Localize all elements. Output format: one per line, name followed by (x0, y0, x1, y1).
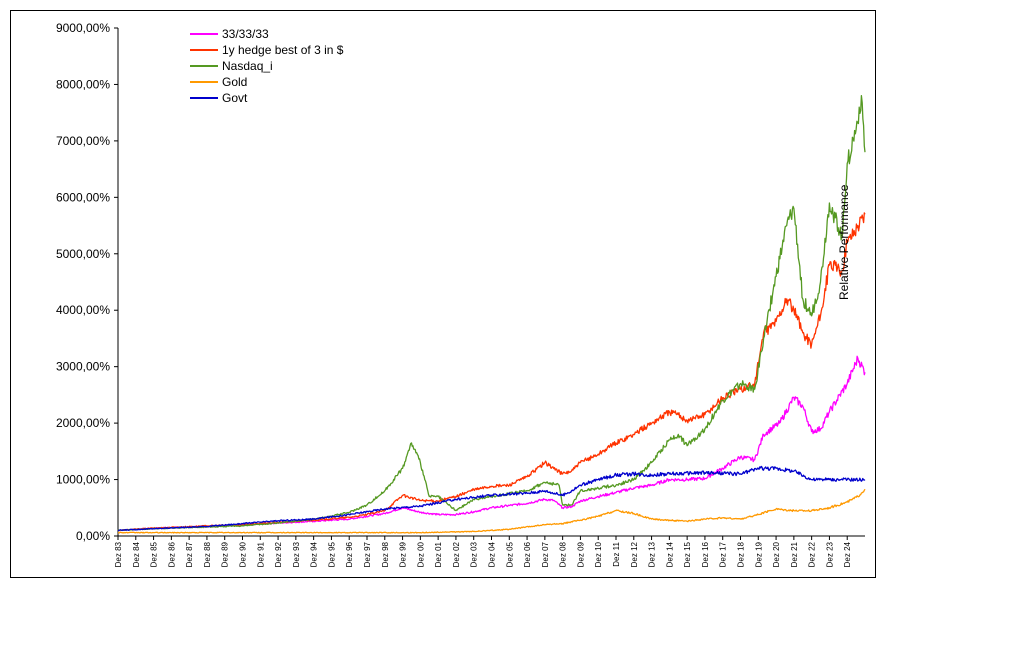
series-line-1 (117, 355, 866, 532)
x-tick-label: Dez 08 (559, 541, 568, 567)
x-tick-label: Dez 12 (630, 541, 639, 567)
x-tick-label: Dez 88 (203, 541, 212, 567)
y-tick-label: 2000,00% (56, 416, 110, 430)
series-line-4 (117, 488, 866, 534)
x-tick-label: Dez 04 (488, 541, 497, 567)
x-tick-label: Dez 11 (612, 541, 621, 566)
y-tick-label: 8000,00% (56, 77, 110, 91)
y-tick-label: 0,00% (76, 529, 110, 543)
x-tick-label: Dez 98 (381, 541, 390, 567)
x-tick-label: Dez 19 (754, 541, 763, 567)
y-tick-label: 3000,00% (56, 360, 110, 374)
x-tick-label: Dez 20 (772, 541, 781, 567)
x-tick-label: Dez 14 (665, 541, 674, 567)
series-line-5 (118, 465, 866, 532)
x-tick-label: Dez 84 (132, 541, 141, 567)
y-tick-label: 6000,00% (56, 190, 110, 204)
x-tick-label: Dez 87 (185, 541, 194, 567)
series-line-3 (117, 95, 866, 532)
x-tick-label: Dez 90 (239, 541, 248, 567)
x-tick-label: Dez 91 (256, 541, 265, 567)
x-tick-label: Dez 92 (274, 541, 283, 567)
legend-label: 33/33/33 (222, 27, 269, 41)
x-tick-label: Dez 03 (470, 541, 479, 567)
x-tick-label: Dez 13 (648, 541, 657, 567)
x-tick-label: Dez 09 (576, 541, 585, 567)
y-axis-ticks: 0,00% 1000,00% 2000,00% 3000,00% 4000,00% 500… (56, 21, 118, 543)
legend: 33/33/33 1y hedge best of 3 in $ Nasdaq_i G… (190, 27, 344, 105)
y-tick-label: 4000,00% (56, 303, 110, 317)
x-tick-label: Dez 06 (523, 541, 532, 567)
y-tick-label: 1000,00% (56, 473, 110, 487)
legend-label: Gold (222, 75, 247, 89)
x-tick-label: Dez 86 (167, 541, 176, 567)
x-tick-label: Dez 05 (505, 541, 514, 567)
x-tick-label: Dez 94 (310, 541, 319, 567)
x-tick-label: Dez 96 (345, 541, 354, 567)
y-tick-label: 9000,00% (56, 21, 110, 35)
series-layer (117, 95, 866, 534)
legend-label: Govt (222, 91, 248, 105)
x-tick-label: Dez 95 (327, 541, 336, 567)
series-line-2 (117, 212, 866, 532)
x-tick-label: Dez 00 (416, 541, 425, 567)
x-tick-label: Dez 07 (541, 541, 550, 567)
x-axis-ticks: Dez 83 Dez 84 Dez 85 Dez 86 Dez 87 Dez 88 Dez … (114, 536, 852, 567)
x-tick-label: Dez 99 (399, 541, 408, 567)
x-tick-label: Dez 83 (114, 541, 123, 567)
relative-performance-annotation: Relative Performance (837, 184, 851, 300)
x-tick-label: Dez 01 (434, 541, 443, 567)
x-tick-label: Dez 17 (719, 541, 728, 567)
x-tick-label: Dez 89 (221, 541, 230, 567)
chart-frame (10, 10, 876, 578)
x-tick-label: Dez 85 (150, 541, 159, 567)
x-tick-label: Dez 10 (594, 541, 603, 567)
x-tick-label: Dez 93 (292, 541, 301, 567)
x-tick-label: Dez 97 (363, 541, 372, 567)
y-tick-label: 5000,00% (56, 247, 110, 261)
x-tick-label: Dez 15 (683, 541, 692, 567)
x-tick-label: Dez 18 (737, 541, 746, 567)
x-tick-label: Dez 22 (808, 541, 817, 567)
x-tick-label: Dez 21 (790, 541, 799, 567)
x-tick-label: Dez 16 (701, 541, 710, 567)
x-tick-label: Dez 24 (843, 541, 852, 567)
legend-label: Nasdaq_i (222, 59, 273, 73)
x-tick-label: Dez 23 (825, 541, 834, 567)
x-tick-label: Dez 02 (452, 541, 461, 567)
legend-label: 1y hedge best of 3 in $ (222, 43, 344, 57)
y-tick-label: 7000,00% (56, 134, 110, 148)
